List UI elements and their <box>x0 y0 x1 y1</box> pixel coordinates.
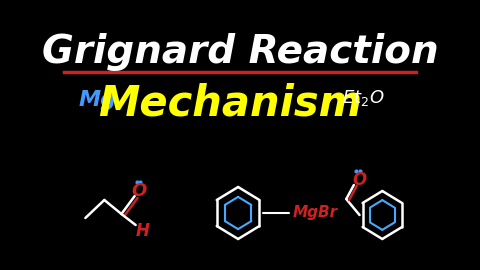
Text: H: H <box>135 222 149 240</box>
Text: Et$_2$O: Et$_2$O <box>342 88 384 108</box>
Text: Mechanism: Mechanism <box>98 82 362 124</box>
Text: O: O <box>352 171 367 189</box>
Text: O: O <box>131 182 146 200</box>
Text: Mg: Mg <box>79 90 117 110</box>
Text: Grignard Reaction: Grignard Reaction <box>42 33 438 71</box>
Text: MgBr: MgBr <box>293 205 338 221</box>
